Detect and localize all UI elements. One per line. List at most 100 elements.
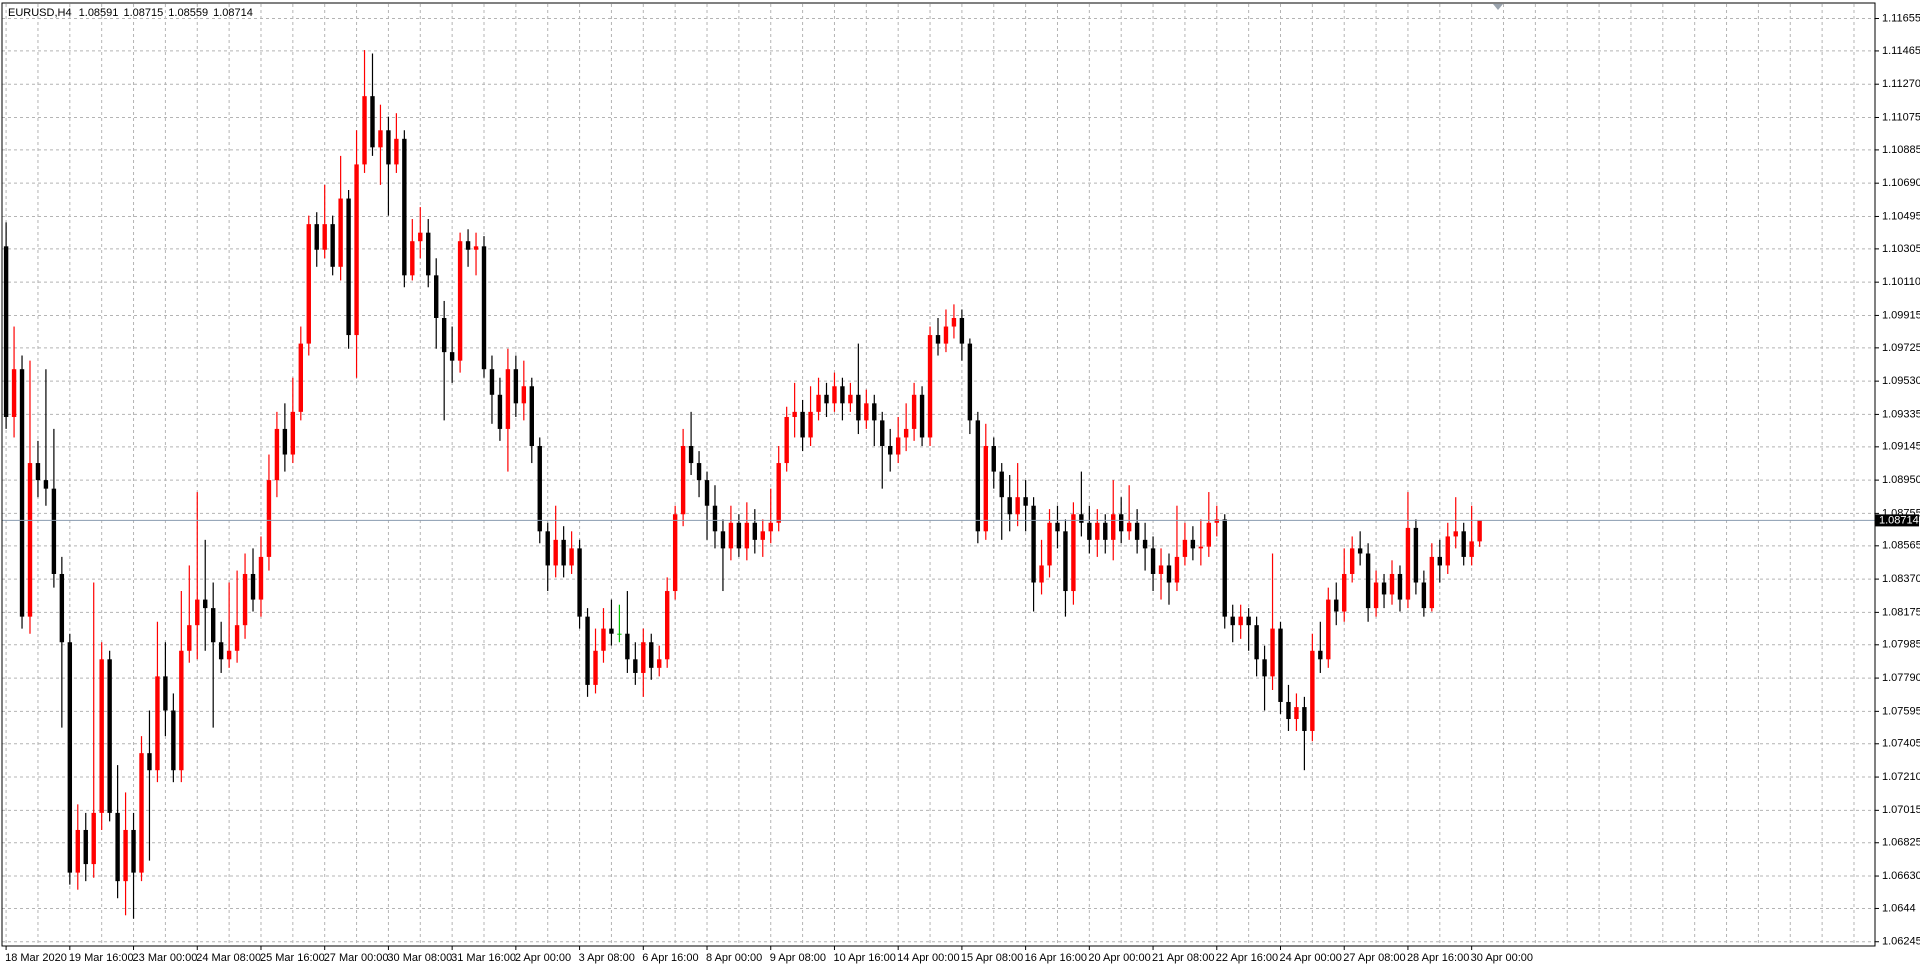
candle-body xyxy=(370,96,375,148)
x-tick-label: 30 Apr 00:00 xyxy=(1471,952,1533,964)
axes: 1.11655 1.11465 1.11270 1.11075 1.10885 1.106… xyxy=(5,12,1920,963)
candle-body xyxy=(1238,616,1243,626)
candle-body xyxy=(959,318,965,344)
candle-body xyxy=(394,138,399,165)
candle-body xyxy=(258,556,264,600)
candle-body xyxy=(1198,546,1204,549)
y-tick-label: 1.07405 xyxy=(1882,738,1920,750)
candle-body xyxy=(266,480,272,557)
candle-body xyxy=(338,198,343,267)
candle-body xyxy=(943,326,949,344)
candle-body xyxy=(1389,573,1395,595)
candle-body xyxy=(1334,599,1339,612)
candle-body xyxy=(226,650,232,660)
candle-body xyxy=(832,386,837,404)
horizontal-grid xyxy=(2,18,1875,943)
candle-body xyxy=(609,628,614,634)
candle-body xyxy=(441,318,447,353)
candle-body xyxy=(1397,573,1403,600)
candle-body xyxy=(1326,599,1331,660)
candle-body xyxy=(481,246,487,370)
candle-body xyxy=(617,633,622,635)
candle-body xyxy=(1302,707,1307,731)
candle-body xyxy=(633,659,638,673)
candle-body xyxy=(163,676,168,711)
candle-body xyxy=(1158,565,1164,574)
y-tick-label: 1.0644 xyxy=(1882,902,1916,914)
y-tick-label: 1.08175 xyxy=(1882,606,1920,618)
candle-body xyxy=(641,642,646,673)
candle-body xyxy=(561,539,566,566)
candle-body xyxy=(465,241,471,250)
candles xyxy=(2,50,1875,919)
candle-body xyxy=(1206,522,1212,547)
vertical-grid xyxy=(5,4,1855,946)
candle-body xyxy=(991,445,996,472)
candle-body xyxy=(672,514,678,592)
candle-body xyxy=(744,522,750,549)
candle-body xyxy=(330,224,335,267)
candle-body xyxy=(927,335,933,438)
candle-body xyxy=(67,642,73,873)
candle-body xyxy=(505,369,511,429)
candle-body xyxy=(1095,522,1100,540)
candle-body xyxy=(1126,522,1132,532)
candle-body xyxy=(736,522,742,549)
candle-body xyxy=(250,573,256,600)
y-tick-label: 1.10885 xyxy=(1882,144,1920,156)
candle-body xyxy=(856,394,861,421)
candle-body xyxy=(999,471,1004,498)
candle-body xyxy=(1142,539,1148,549)
candle-body xyxy=(1134,522,1140,540)
candle-body xyxy=(354,164,359,336)
candle-body xyxy=(298,343,304,412)
candle-body xyxy=(473,246,479,250)
candle-body xyxy=(35,463,41,481)
candle-body xyxy=(664,591,670,660)
candle-body xyxy=(378,130,383,148)
candle-body xyxy=(1047,522,1052,566)
y-tick-label: 1.10305 xyxy=(1882,243,1920,255)
candle-body xyxy=(402,138,407,276)
y-tick-label: 1.09530 xyxy=(1882,375,1920,387)
x-tick-label: 21 Apr 08:00 xyxy=(1152,952,1214,964)
x-tick-label: 15 Apr 08:00 xyxy=(961,952,1023,964)
candle-body xyxy=(1294,707,1299,720)
candle-body xyxy=(59,573,65,643)
candle-body xyxy=(1190,539,1196,549)
candle-body xyxy=(911,394,917,429)
candle-body xyxy=(434,275,439,318)
candle-body xyxy=(1254,625,1259,660)
candle-body xyxy=(1381,582,1387,595)
y-tick-label: 1.06245 xyxy=(1882,936,1920,948)
candle-body xyxy=(457,241,463,361)
candle-body xyxy=(75,829,80,873)
candle-body xyxy=(386,130,391,165)
candle-body xyxy=(569,548,574,566)
candle-body xyxy=(107,659,112,813)
candle-body xyxy=(919,394,925,438)
y-tick-label: 1.09335 xyxy=(1882,408,1920,420)
shift-marker xyxy=(1493,4,1503,10)
candle-body xyxy=(1270,628,1275,677)
candle-body xyxy=(1286,701,1291,720)
candle-body xyxy=(83,829,88,865)
candle-body xyxy=(776,463,781,523)
candle-body xyxy=(123,829,128,882)
candle-body xyxy=(489,369,495,395)
x-tick-label: 23 Mar 00:00 xyxy=(133,952,198,964)
candle-body xyxy=(1039,565,1044,583)
y-tick-label: 1.07015 xyxy=(1882,804,1920,816)
x-tick-label: 27 Mar 00:00 xyxy=(324,952,389,964)
candle-body xyxy=(784,416,789,464)
x-tick-label: 10 Apr 16:00 xyxy=(833,952,895,964)
candle-body xyxy=(1007,497,1012,515)
candle-body xyxy=(585,616,590,685)
candle-body xyxy=(1421,582,1427,609)
candle-body xyxy=(935,335,941,344)
candle-body xyxy=(1429,556,1435,609)
candle-body xyxy=(824,394,829,404)
candle-body xyxy=(1349,548,1355,574)
